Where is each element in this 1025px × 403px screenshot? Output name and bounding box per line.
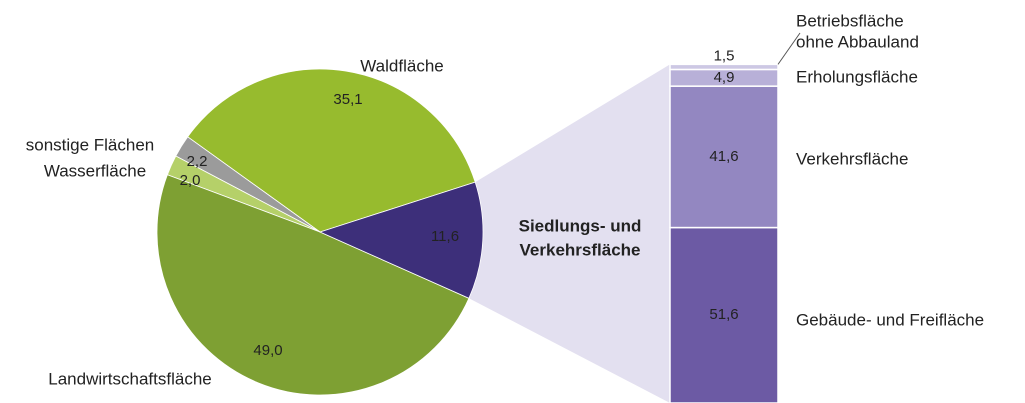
- leader-line: [777, 32, 801, 65]
- category-label: Gebäude- und Freifläche: [796, 310, 984, 329]
- value-label: 2,2: [187, 153, 208, 170]
- bar-segment: [669, 226, 779, 403]
- bar-segment: [669, 63, 779, 71]
- category-label: sonstige Flächen: [26, 135, 155, 154]
- category-label: Betriebsfläche: [796, 11, 904, 30]
- category-label: Landwirtschaftsfläche: [48, 369, 211, 388]
- category-label: Waldfläche: [360, 56, 443, 75]
- value-label: 35,1: [333, 91, 362, 108]
- category-label: Siedlungs- und: [519, 216, 642, 235]
- value-label: 1,5: [714, 47, 735, 64]
- pie-slice: [156, 174, 470, 396]
- value-label: 2,0: [180, 172, 201, 189]
- category-label: Wasserfläche: [44, 161, 146, 180]
- pie-slice: [318, 181, 484, 299]
- connector-band: [468, 64, 670, 403]
- value-label: 4,9: [714, 69, 735, 86]
- value-label: 51,6: [709, 306, 738, 323]
- category-label: Erholungsfläche: [796, 67, 918, 86]
- bar-segment: [669, 85, 779, 229]
- category-label: Verkehrsfläche: [520, 240, 641, 259]
- value-label: 11,6: [431, 228, 459, 245]
- value-label: 41,6: [709, 148, 738, 165]
- category-label: ohne Abbauland: [796, 32, 919, 51]
- pie-slice: [187, 68, 476, 233]
- value-label: 49,0: [253, 342, 282, 359]
- connector: [468, 64, 670, 403]
- category-label: Verkehrsfläche: [796, 149, 908, 168]
